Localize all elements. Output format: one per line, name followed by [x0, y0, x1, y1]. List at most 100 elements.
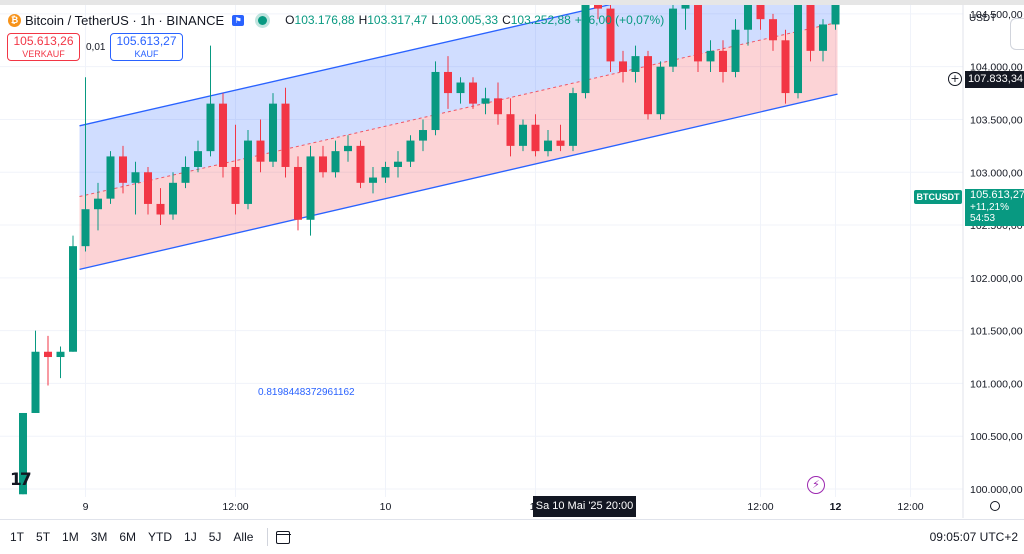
candle	[231, 124, 240, 215]
candle	[356, 140, 365, 189]
candle	[331, 140, 340, 178]
price-tick-label: 100.500,00	[970, 431, 1023, 443]
buy-label: KAUF	[134, 49, 159, 59]
ohlc-low-key: L	[431, 13, 438, 27]
ohlc-low-value: 103.005,33	[438, 13, 499, 27]
flag-icon[interactable]: ⚑	[232, 14, 245, 26]
range-ytd-button[interactable]: YTD	[148, 530, 173, 544]
range-separator	[267, 528, 269, 546]
last-price-tag: 105.613,27 +11,21% 54:53	[965, 189, 1024, 226]
candle	[256, 119, 265, 173]
range-6m-button[interactable]: 6M	[119, 530, 137, 544]
candle-body	[269, 103, 277, 162]
range-5d-button[interactable]: 5T	[36, 530, 51, 544]
symbol-title[interactable]: Bitcoin / TetherUS · 1h · BINANCE	[25, 12, 225, 28]
price-tick-label: 104.000,00	[970, 62, 1023, 74]
candle-body	[206, 103, 215, 152]
candle	[581, 5, 590, 99]
candle-body	[731, 29, 740, 72]
candle	[694, 5, 702, 72]
ohlc-high-value: 103.317,47	[367, 13, 428, 27]
candle	[831, 5, 840, 30]
candle-body	[306, 156, 315, 220]
candle-body	[281, 103, 290, 167]
channel-level-label[interactable]: 0.8198448372961162	[258, 387, 355, 398]
range-1y-button[interactable]: 1J	[184, 530, 197, 544]
candle-body	[756, 5, 765, 20]
candle	[194, 140, 202, 173]
sell-button[interactable]: 105.613,26 VERKAUF	[7, 33, 80, 61]
candle-body	[344, 145, 352, 152]
range-1m-button[interactable]: 1M	[62, 530, 79, 544]
last-price-value: 105.613,27	[970, 189, 1024, 201]
candle-body	[31, 351, 40, 413]
candle	[444, 56, 452, 109]
buy-button[interactable]: 105.613,27 KAUF	[110, 33, 183, 61]
price-tick-label: 104.500,00	[970, 9, 1023, 21]
clock-timezone[interactable]: 09:05:07 UTC+2	[929, 530, 1018, 544]
candle-body	[519, 124, 527, 146]
candle	[269, 93, 277, 167]
candle	[319, 145, 327, 178]
time-tick-label: 9	[83, 501, 89, 513]
candle-body	[319, 156, 327, 173]
candle-body	[794, 5, 802, 94]
candle-body	[781, 40, 790, 94]
candle	[119, 145, 127, 194]
range-1d-button[interactable]: 1T	[10, 530, 25, 544]
candle-body	[406, 140, 415, 162]
candle-body	[706, 50, 715, 62]
candle-body	[669, 8, 677, 67]
candle-body	[56, 351, 65, 358]
candle	[706, 40, 715, 72]
candle-body	[531, 124, 540, 152]
candle	[206, 45, 215, 157]
range-all-button[interactable]: Alle	[233, 530, 254, 544]
axis-settings-icon[interactable]	[990, 501, 1000, 511]
add-alert-plus-icon[interactable]: +	[948, 72, 962, 86]
candle	[656, 61, 665, 120]
sell-price: 105.613,26	[13, 34, 74, 48]
candle-body	[506, 114, 515, 146]
candle	[69, 235, 77, 352]
candle-body	[656, 66, 665, 115]
crosshair-price-label: 107.833,34	[965, 71, 1024, 88]
last-price-change: +11,21%	[970, 201, 1010, 213]
trade-panel: 105.613,26 VERKAUF 0,01 105.613,27 KAUF	[7, 33, 183, 61]
side-panel-handle[interactable]	[1010, 18, 1024, 50]
time-tick-label: 12:00	[747, 501, 773, 513]
tradingview-logo-icon[interactable]: 17	[10, 470, 32, 490]
candle	[144, 166, 152, 215]
buy-price: 105.613,27	[116, 34, 177, 48]
candle	[594, 5, 602, 20]
candle-body	[444, 71, 452, 94]
candle	[619, 50, 627, 83]
date-range-bar: 1T 5T 1M 3M 6M YTD 1J 5J Alle	[0, 520, 1024, 554]
candle-body	[294, 166, 302, 220]
candle	[644, 50, 652, 120]
range-5y-button[interactable]: 5J	[208, 530, 222, 544]
candle-body	[606, 8, 615, 62]
candle	[106, 151, 115, 204]
candle	[94, 182, 102, 231]
range-3m-button[interactable]: 3M	[90, 530, 108, 544]
candle	[531, 114, 540, 157]
lightning-icon[interactable]: ⚡	[807, 476, 825, 494]
candle	[456, 77, 465, 104]
candle-body	[219, 103, 227, 167]
candle	[506, 98, 515, 157]
candle	[381, 161, 390, 183]
price-tick-label: 102.000,00	[970, 273, 1023, 285]
candle	[481, 87, 490, 115]
currency-selector[interactable]: USDT	[969, 13, 997, 24]
candlestick-chart[interactable]: 100.000,00 100.500,00 101.000,00 101.500,00…	[0, 5, 1024, 519]
candle	[819, 19, 827, 62]
candle	[306, 145, 315, 236]
candle	[744, 5, 752, 46]
candle	[344, 135, 352, 162]
crosshair-date-label: Sa 10 Mai '25 20:00	[533, 496, 636, 517]
candle	[681, 5, 690, 30]
calendar-icon[interactable]	[275, 530, 291, 544]
candle	[131, 161, 140, 215]
